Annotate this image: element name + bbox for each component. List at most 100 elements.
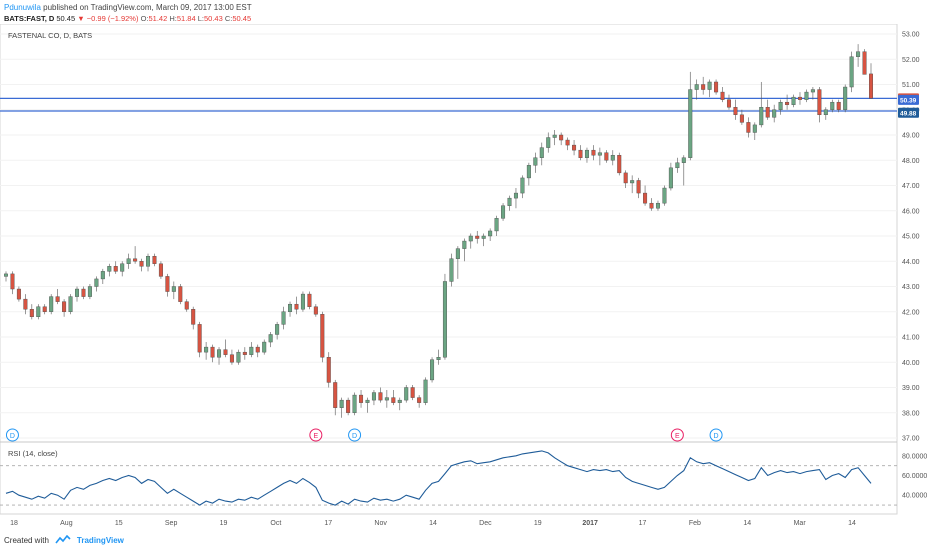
candle-body [733, 107, 738, 115]
candle-body [513, 192, 518, 199]
candle-body [197, 324, 202, 353]
candle-body [120, 263, 125, 272]
candle-body [572, 144, 577, 151]
candle-body [488, 230, 493, 237]
candle-body [68, 296, 73, 312]
candle-body [494, 218, 499, 232]
candle-body [326, 357, 331, 383]
candle-body [417, 397, 422, 403]
candle-body [681, 157, 686, 163]
candle-body [856, 51, 861, 57]
candle-body [307, 293, 312, 307]
candle-body [178, 286, 183, 302]
candle-body [94, 278, 99, 287]
candle-body [449, 258, 454, 282]
candle-body [397, 399, 402, 403]
time-axis[interactable]: 18 Aug 15 Sep 19 Oct 17 Nov 14 Dec 19 2017 17 Feb 14 Ma… [0, 513, 897, 527]
candle-body [752, 124, 757, 133]
time-tick-label: Nov [374, 520, 387, 527]
event-marker-circle [709, 428, 723, 442]
price-tick-label: 48.00 [902, 158, 920, 165]
published-text: published on TradingView.com, March 09, … [43, 3, 252, 12]
candle-body [313, 306, 318, 315]
candle-body [455, 248, 460, 259]
event-marker-circle [5, 428, 19, 442]
candle-body [610, 154, 615, 161]
candle-body [10, 273, 15, 290]
horizontal-lines[interactable] [0, 97, 897, 112]
event-marker-circle [670, 428, 684, 442]
price-tick-label: 46.00 [902, 208, 920, 215]
candle-body [81, 288, 86, 297]
event-marker-label: D [352, 433, 357, 440]
rsi-tick-label: 80.0000 [902, 453, 927, 460]
candle-body [42, 306, 47, 312]
price-tick-label: 42.00 [902, 309, 920, 316]
candle-body [430, 359, 435, 381]
event-marker-circle [348, 428, 362, 442]
candle-body [378, 392, 383, 401]
candle-body [100, 271, 105, 280]
time-tick-label: Dec [479, 520, 492, 527]
footer: Created with TradingView [4, 534, 124, 545]
time-tick-label: 19 [220, 520, 228, 527]
chart-title: FASTENAL CO, D, BATS [8, 31, 92, 40]
candle-body [371, 392, 376, 401]
candle-body [623, 172, 628, 184]
chart-border [0, 23, 898, 515]
price-chart-svg[interactable]: D E D E D 53.0052.0051.0050.0049.0048.0047.0… [0, 23, 932, 528]
time-tick-label: 18 [10, 520, 18, 527]
candle-body [462, 240, 467, 249]
candle-body [643, 192, 648, 204]
candle-body [739, 114, 744, 123]
candle-body [223, 349, 228, 355]
candle-body [662, 187, 667, 204]
event-marker-label: E [314, 433, 319, 440]
time-tick-label: Oct [270, 520, 281, 527]
candle-body [714, 81, 719, 93]
candle-body [346, 399, 351, 413]
price-tick-label: 41.00 [902, 335, 920, 342]
symbol-legend: BATS:FAST, D 50.45 ▼ −0.99 (−1.92%) O:51… [4, 14, 251, 23]
candle-body [520, 177, 525, 194]
time-tick-label: 15 [115, 520, 123, 527]
candle-body [791, 96, 796, 105]
candle-body [810, 89, 815, 93]
price-axis[interactable]: 53.0052.0051.0050.0049.0048.0047.0046.00… [898, 32, 927, 500]
candle-body [249, 346, 254, 355]
candle-body [236, 351, 241, 363]
candle-body [184, 301, 189, 310]
chart-frame[interactable]: D E D E D 53.0052.0051.0050.0049.0048.0047.0… [0, 23, 932, 528]
tradingview-link[interactable]: TradingView [76, 535, 124, 545]
candle-body [675, 162, 680, 169]
candle-body [694, 84, 699, 90]
candle-body [107, 266, 112, 272]
candle-body [139, 261, 144, 267]
event-marker-label: E [675, 433, 680, 440]
candle-body [242, 351, 247, 355]
candle-body [475, 235, 480, 239]
candle-body [772, 109, 777, 118]
price-tick-label: 45.00 [902, 234, 920, 241]
author-link[interactable]: Pdunuwila [4, 3, 41, 12]
event-marker-label: D [714, 433, 719, 440]
price-tick-label: 43.00 [902, 284, 920, 291]
candle-body [720, 91, 725, 100]
candle-body [830, 101, 835, 110]
close-value: 50.45 [232, 14, 252, 23]
price-change: ▼ −0.99 (−1.92%) [77, 14, 139, 23]
last-price: 50.45 [56, 14, 76, 23]
candle-body [746, 122, 751, 133]
candle-body [849, 56, 854, 88]
price-tag-label: 49.88 [900, 110, 917, 117]
event-marker-label: D [10, 433, 15, 440]
time-tick-label: Sep [165, 520, 178, 527]
rsi-line [5, 450, 872, 506]
candle-body [668, 167, 673, 189]
candle-body [836, 101, 841, 110]
candle-body [785, 101, 790, 105]
candle-body [533, 157, 538, 166]
candle-body [765, 107, 770, 118]
candle-body [817, 89, 822, 116]
candle-body [630, 180, 635, 184]
